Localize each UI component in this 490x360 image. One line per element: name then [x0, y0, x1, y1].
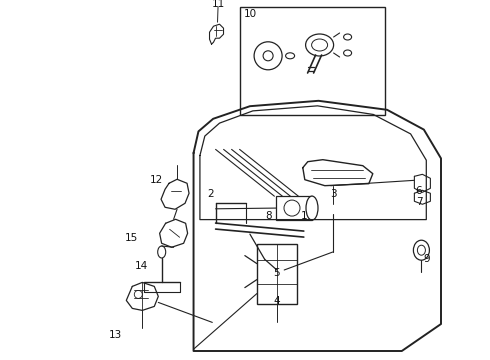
- Text: 5: 5: [273, 268, 280, 278]
- Text: 10: 10: [244, 9, 256, 19]
- Ellipse shape: [306, 196, 318, 220]
- Text: 12: 12: [150, 175, 164, 185]
- Text: 3: 3: [330, 189, 337, 199]
- Text: 11: 11: [211, 0, 225, 9]
- Text: 9: 9: [423, 254, 430, 264]
- Text: 14: 14: [134, 261, 148, 271]
- Text: 1: 1: [300, 211, 307, 221]
- Text: 13: 13: [108, 330, 122, 340]
- Bar: [240, 7, 385, 115]
- Bar: [257, 244, 297, 303]
- Text: 2: 2: [207, 189, 214, 199]
- Text: 6: 6: [416, 186, 422, 196]
- Text: 8: 8: [265, 211, 272, 221]
- Text: 4: 4: [273, 296, 280, 306]
- Text: 15: 15: [124, 233, 138, 243]
- Ellipse shape: [306, 34, 334, 56]
- Bar: [276, 196, 312, 220]
- Text: 7: 7: [416, 197, 422, 207]
- Ellipse shape: [414, 240, 429, 260]
